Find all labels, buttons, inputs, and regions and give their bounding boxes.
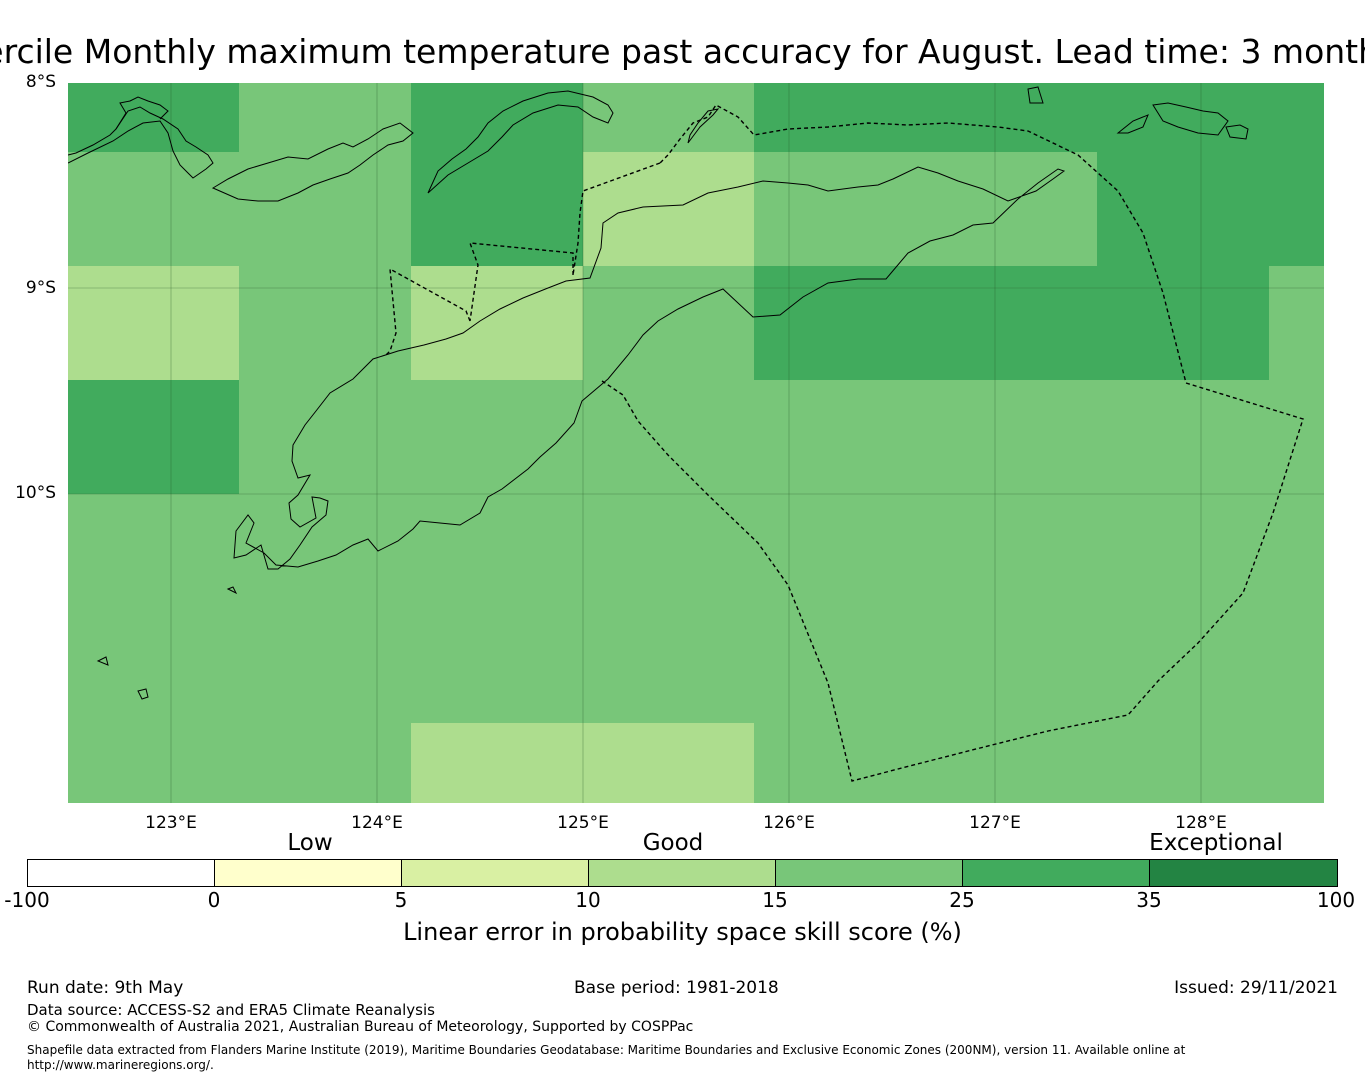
colorbar-tick: -100 — [4, 888, 50, 912]
colorbar — [27, 859, 1338, 887]
skill-cell-low — [411, 723, 754, 803]
skill-cell-high — [754, 266, 1269, 380]
colorbar-bin — [27, 859, 215, 887]
shapefile-note: Shapefile data extracted from Flanders M… — [27, 1043, 1186, 1072]
skill-cell-high — [1097, 152, 1324, 266]
lon-label: 126°E — [763, 813, 815, 833]
lon-label: 123°E — [145, 813, 197, 833]
wetar-coastline — [427, 90, 614, 194]
colorbar-tick: 15 — [762, 888, 788, 912]
atauro-coastline — [687, 108, 720, 144]
skill-cell-low — [411, 266, 583, 380]
colorbar-bin — [214, 859, 402, 887]
copyright: © Commonwealth of Australia 2021, Austra… — [27, 1019, 694, 1035]
colorbar-bin — [401, 859, 589, 887]
category-good: Good — [642, 830, 704, 856]
graticule — [68, 83, 1324, 803]
lon-label: 127°E — [969, 813, 1021, 833]
islands-east — [1027, 86, 1249, 140]
colorbar-bin — [1149, 859, 1338, 887]
lon-label: 128°E — [1175, 813, 1227, 833]
category-low: Low — [287, 830, 333, 856]
skill-map — [68, 83, 1324, 803]
eez-boundary-west — [385, 162, 661, 356]
skill-cell-high — [754, 83, 1324, 152]
skill-cell-low — [583, 152, 754, 266]
maritime-boundary — [385, 104, 1304, 782]
lat-label: 10°S — [15, 483, 56, 503]
eez-boundary-east — [601, 104, 1304, 782]
base-period: Base period: 1981-2018 — [574, 978, 779, 998]
coastlines — [68, 86, 1249, 700]
colorbar-tick: 35 — [1136, 888, 1162, 912]
map-title: Tercile Monthly maximum temperature past… — [0, 32, 1365, 71]
colorbar-tick: 0 — [207, 888, 221, 912]
small-islands-sw — [96, 586, 238, 700]
skill-cell-high — [68, 380, 239, 494]
issued-date: Issued: 29/11/2021 — [1174, 978, 1338, 998]
colorbar-tick: 10 — [575, 888, 601, 912]
run-date: Run date: 9th May — [27, 978, 184, 998]
colorbar-bin — [588, 859, 776, 887]
lat-label: 8°S — [25, 72, 56, 92]
colorbar-tick: 100 — [1316, 888, 1356, 912]
colorbar-tick: 25 — [949, 888, 975, 912]
lon-label: 125°E — [557, 813, 609, 833]
colorbar-tick: 5 — [394, 888, 408, 912]
category-exceptional: Exceptional — [1149, 830, 1283, 856]
islands-north — [115, 96, 169, 130]
timor-coastline — [233, 166, 1066, 570]
colorbar-bin — [962, 859, 1150, 887]
colorbar-bin — [775, 859, 963, 887]
skill-cell-high — [68, 83, 239, 152]
skill-cell-high — [411, 83, 583, 266]
data-source: Data source: ACCESS-S2 and ERA5 Climate … — [27, 1001, 435, 1019]
skill-cell-low — [68, 266, 239, 380]
lat-label: 9°S — [25, 278, 56, 298]
alor-coastline — [211, 122, 414, 202]
lon-label: 124°E — [351, 813, 403, 833]
colorbar-label: Linear error in probability space skill … — [403, 918, 962, 946]
